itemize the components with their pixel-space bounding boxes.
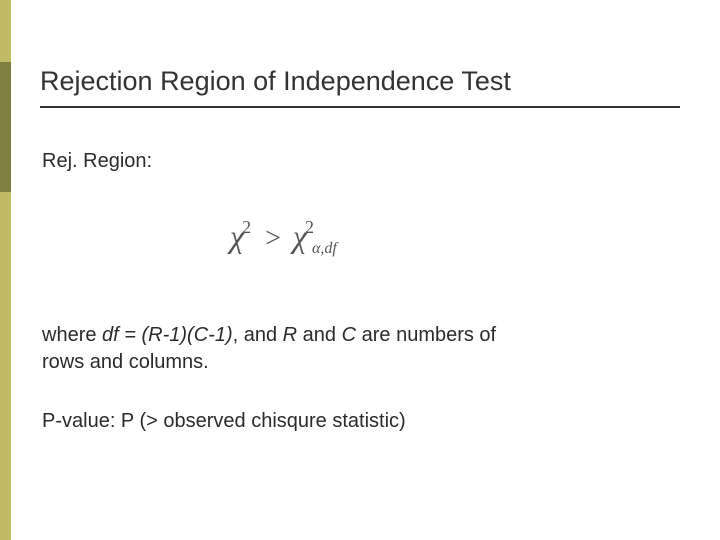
c-var: C <box>342 324 356 346</box>
mid2: and <box>297 324 341 346</box>
rejection-region-label: Rej. Region: <box>42 148 682 175</box>
suffix2: rows and columns. <box>42 351 209 373</box>
exponent-right: 2 <box>305 217 314 237</box>
accent-bar-top <box>0 0 11 62</box>
accent-bar-middle <box>0 62 11 192</box>
chi-square-formula: χ2 > χ2α,df <box>230 218 341 255</box>
greater-than: > <box>265 223 281 254</box>
where-word: where <box>42 324 102 346</box>
slide-title: Rejection Region of Independence Test <box>40 66 511 97</box>
accent-bar-bottom <box>0 192 11 540</box>
title-underline <box>40 106 680 108</box>
exponent-left: 2 <box>242 217 251 237</box>
df-explanation: where df = (R-1)(C-1), and R and C are n… <box>42 322 682 376</box>
df-expression: df = (R-1)(C-1) <box>102 324 233 346</box>
mid1: , and <box>233 324 283 346</box>
suffix1: are numbers of <box>356 324 496 346</box>
r-var: R <box>283 324 297 346</box>
p-value-line: P-value: P (> observed chisqure statisti… <box>42 408 682 435</box>
subscript-alpha-df: α,df <box>312 240 337 257</box>
